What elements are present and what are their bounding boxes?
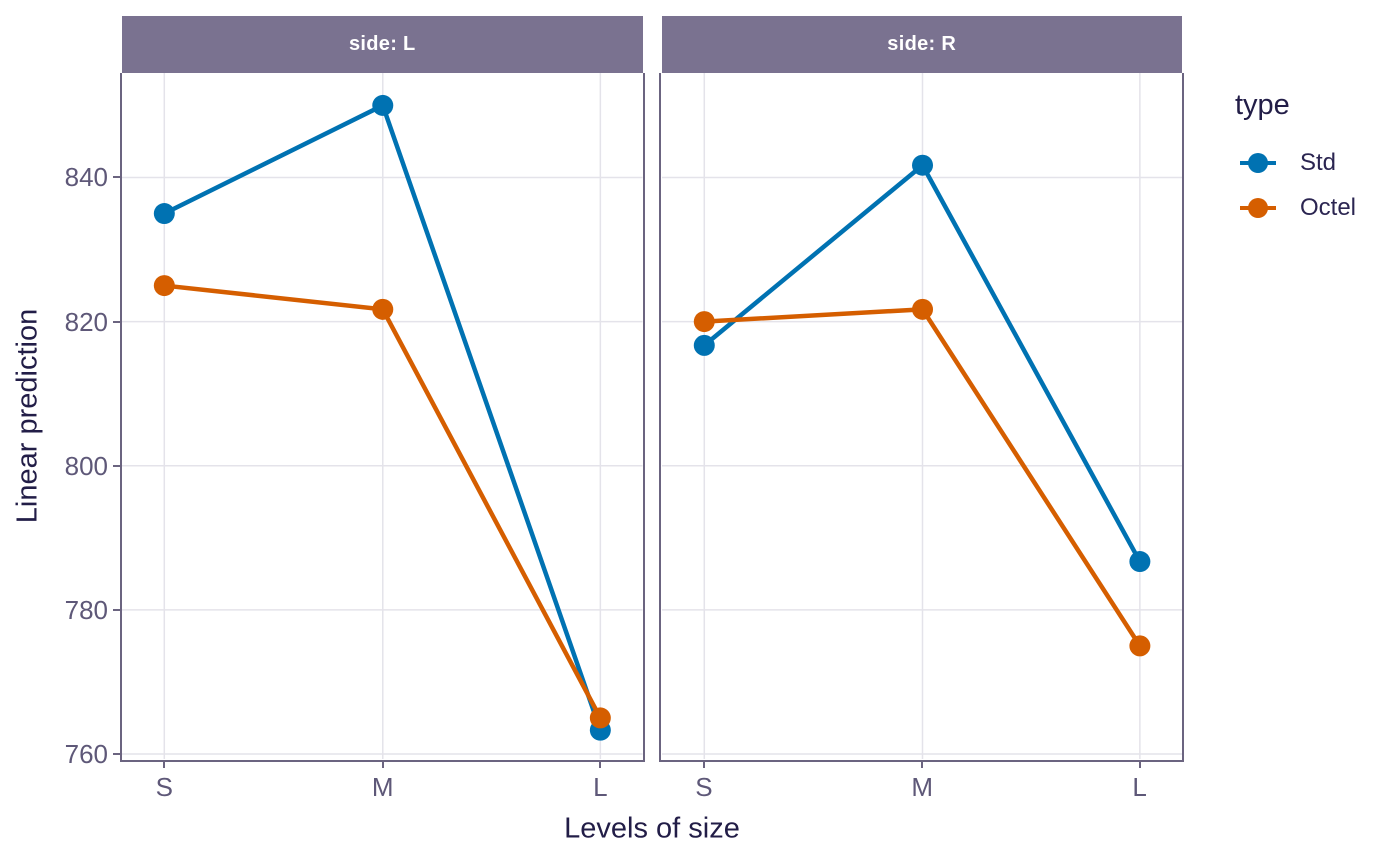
legend-key-octel: [1240, 192, 1276, 224]
y-tick-label: 760: [64, 738, 108, 769]
y-tick-label: 800: [64, 450, 108, 481]
y-tick-mark: [113, 608, 121, 611]
legend-point-icon: [1248, 198, 1268, 218]
x-tick-mark: [599, 761, 602, 768]
x-tick-mark: [1138, 761, 1141, 768]
data-point-octel: [693, 311, 715, 333]
y-tick-mark: [113, 176, 121, 179]
data-point-octel: [153, 275, 175, 297]
data-point-std: [911, 154, 933, 176]
legend-label: Std: [1300, 149, 1337, 176]
legend-label: Octel: [1300, 194, 1357, 221]
y-tick-mark: [113, 320, 121, 323]
y-tick-mark: [113, 752, 121, 755]
data-point-octel: [911, 298, 933, 320]
y-tick-label: 820: [64, 306, 108, 337]
facet-strip-side-l: side: L: [122, 16, 643, 75]
facet-strip-side-r: side: R: [661, 16, 1182, 75]
facet-strip-label: side: L: [348, 33, 416, 55]
data-point-octel: [372, 298, 394, 320]
y-axis-title: Linear prediction: [11, 308, 44, 524]
data-point-std: [693, 334, 715, 356]
x-tick-label: S: [695, 772, 713, 802]
legend-item-octel: Octel: [1235, 192, 1356, 224]
x-tick-label: S: [155, 772, 173, 802]
data-point-std: [1129, 551, 1151, 573]
panel-plot-svg: [661, 73, 1182, 759]
x-tick-mark: [163, 761, 166, 768]
y-tick-label: 840: [64, 162, 108, 193]
x-tick-mark: [921, 761, 924, 768]
x-axis-title: Levels of size: [564, 812, 740, 845]
legend-title: type: [1235, 89, 1290, 121]
x-tick-label: M: [911, 772, 934, 802]
data-point-std: [372, 94, 394, 116]
y-tick-label: 780: [64, 594, 108, 625]
y-tick-mark: [113, 464, 121, 467]
data-point-octel: [1129, 635, 1151, 657]
data-point-std: [153, 203, 175, 225]
data-point-octel: [589, 707, 611, 729]
x-tick-label: L: [593, 772, 608, 802]
x-tick-mark: [702, 761, 705, 768]
legend: type Std Octel: [1235, 88, 1356, 237]
x-tick-mark: [381, 761, 384, 768]
facet-strip-label: side: R: [887, 33, 957, 55]
x-tick-label: M: [371, 772, 394, 802]
legend-item-std: Std: [1235, 147, 1356, 179]
legend-key-std: [1240, 147, 1276, 179]
legend-point-icon: [1248, 153, 1268, 173]
x-tick-label: L: [1132, 772, 1147, 802]
panel-plot-svg: [122, 73, 643, 759]
